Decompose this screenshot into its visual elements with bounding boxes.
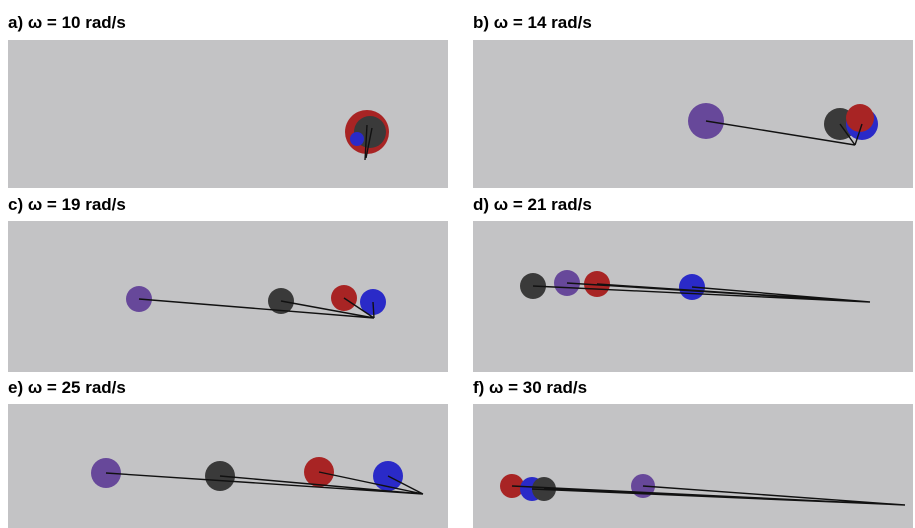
panel-f: f) ω = 30 rad/s [473,378,913,528]
panel-c: c) ω = 19 rad/s [8,195,448,372]
panel-a: a) ω = 10 rad/s [8,13,448,188]
panel-b: b) ω = 14 rad/s [473,13,913,188]
panel-e: e) ω = 25 rad/s [8,378,448,528]
panel-title: c) ω = 19 rad/s [8,195,126,214]
panel-d: d) ω = 21 rad/s [473,195,913,372]
panel-title: f) ω = 30 rad/s [473,378,587,397]
figure: a) ω = 10 rad/s b) ω = 14 rad/s c) ω = 1… [0,0,915,528]
scene [8,40,448,188]
scene [473,404,913,528]
panel-title: b) ω = 14 rad/s [473,13,592,32]
panel-title: d) ω = 21 rad/s [473,195,592,214]
panel-title: a) ω = 10 rad/s [8,13,126,32]
panel-title: e) ω = 25 rad/s [8,378,126,397]
ball [350,132,364,146]
